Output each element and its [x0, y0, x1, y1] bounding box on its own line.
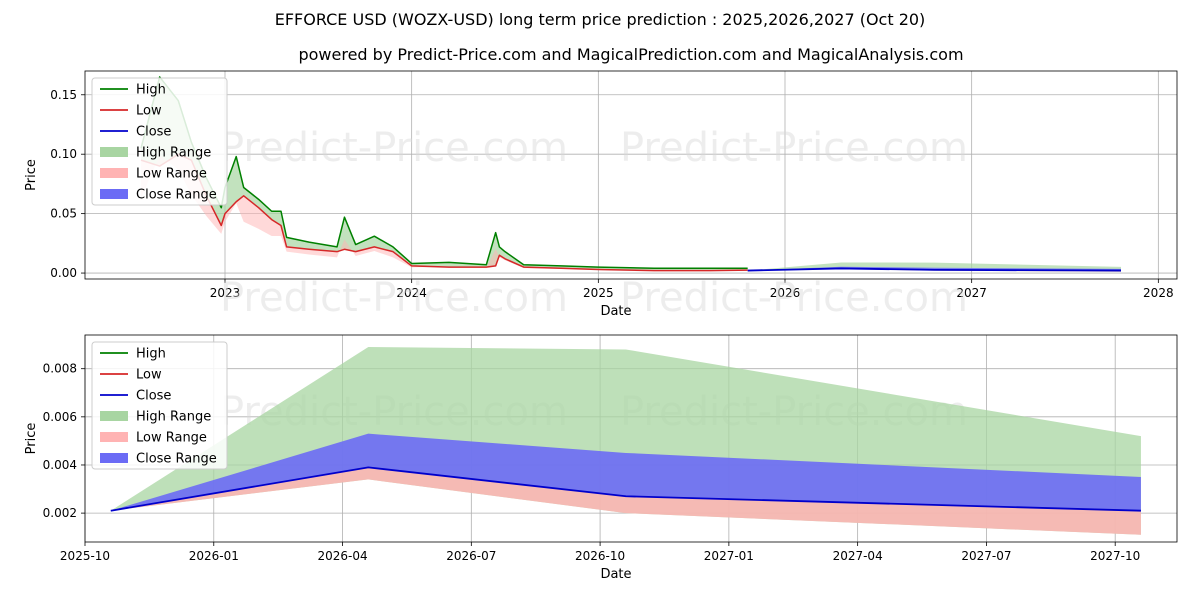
- bottom-y-tick-label: 0.008: [43, 362, 77, 376]
- top-plot-area: [140, 76, 1122, 272]
- chart-subtitle: powered by Predict-Price.com and Magical…: [298, 45, 964, 64]
- bottom-legend-label: Close: [136, 389, 171, 404]
- history-low-range-area: [141, 154, 748, 271]
- top-legend-label: High: [136, 83, 166, 98]
- top-x-tick-label: 2027: [956, 286, 987, 300]
- top-y-tick-label: 0.15: [50, 88, 77, 102]
- bottom-y-tick-label: 0.004: [43, 458, 77, 472]
- top-x-tick-label: 2023: [210, 286, 241, 300]
- bottom-x-tick-label: 2027-01: [704, 549, 754, 563]
- top-y-tick-label: 0.10: [50, 147, 77, 161]
- bottom-x-tick-label: 2027-07: [961, 549, 1011, 563]
- bottom-legend-label: Close Range: [136, 452, 217, 467]
- top-legend-label: Close: [136, 125, 171, 140]
- top-legend-label: High Range: [136, 146, 211, 161]
- bottom-x-tick-label: 2026-01: [189, 549, 239, 563]
- bottom-x-axis-label: Date: [600, 567, 631, 582]
- top-y-tick-label: 0.05: [50, 207, 77, 221]
- top-legend-label: Low: [136, 104, 162, 119]
- bottom-x-tick-label: 2025-10: [60, 549, 110, 563]
- bottom-y-tick-label: 0.006: [43, 410, 77, 424]
- bottom-x-tick-label: 2026-04: [317, 549, 367, 563]
- bottom-x-tick-label: 2027-04: [833, 549, 883, 563]
- bottom-y-axis-label: Price: [24, 423, 39, 455]
- bottom-x-tick-label: 2026-07: [446, 549, 496, 563]
- top-x-tick-label: 2024: [396, 286, 427, 300]
- top-x-tick-label: 2025: [583, 286, 614, 300]
- top-axes-frame: [84, 70, 1178, 280]
- close-line: [110, 466, 1141, 512]
- bottom-legend-label: Low Range: [136, 431, 207, 446]
- top-watermark: Predict-Price.com: [620, 275, 968, 321]
- top-watermark: Predict-Price.com: [620, 125, 968, 171]
- high-line: [140, 76, 748, 270]
- chart-title: EFFORCE USD (WOZX-USD) long term price p…: [274, 10, 926, 29]
- bottom-x-tick-label: 2026-10: [575, 549, 625, 563]
- top-legend-label: Close Range: [136, 188, 217, 203]
- close-line: [747, 267, 1122, 272]
- bottom-legend-label: High Range: [136, 410, 211, 425]
- top-legend-swatch: [100, 147, 128, 157]
- low-line: [140, 153, 748, 272]
- bottom-legend-label: Low: [136, 368, 162, 383]
- history-high-range-area: [141, 76, 748, 271]
- top-legend-swatch: [100, 168, 128, 178]
- bottom-y-tick-label: 0.002: [43, 506, 77, 520]
- bottom-legend-swatch: [100, 453, 128, 463]
- bottom-x-tick-label: 2027-10: [1090, 549, 1140, 563]
- bottom-plot-area: [110, 347, 1141, 535]
- top-watermark: Predict-Price.com: [220, 125, 568, 171]
- bottom-legend-swatch: [100, 432, 128, 442]
- top-x-tick-label: 2026: [770, 286, 801, 300]
- top-x-tick-label: 2028: [1143, 286, 1174, 300]
- bottom-axes-frame: [84, 334, 1178, 543]
- top-watermark: Predict-Price.com: [220, 275, 568, 321]
- low-range-area: [110, 467, 1141, 535]
- top-x-axis-label: Date: [600, 304, 631, 319]
- bottom-legend-label: High: [136, 347, 166, 362]
- bottom-legend-swatch: [100, 411, 128, 421]
- close-range-area: [110, 433, 1141, 511]
- top-y-tick-label: 0.00: [50, 266, 77, 280]
- top-legend-label: Low Range: [136, 167, 207, 182]
- top-legend-swatch: [100, 189, 128, 199]
- top-y-axis-label: Price: [24, 159, 39, 191]
